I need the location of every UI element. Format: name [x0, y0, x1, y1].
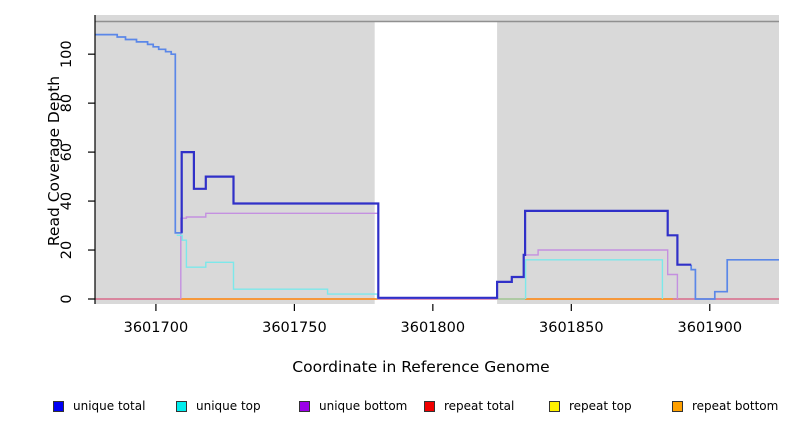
x-tick-label: 3601800	[401, 320, 466, 336]
legend-item-label: unique bottom	[319, 399, 408, 413]
series-total-coverage	[95, 33, 183, 234]
legend-swatch-icon	[549, 400, 560, 412]
legend-item-repeat-bottom: repeat bottom	[672, 399, 778, 413]
legend-swatch-icon	[176, 400, 187, 412]
y-tick-label: 60	[59, 143, 75, 161]
x-tick-label: 3601850	[539, 320, 604, 336]
legend-item-unique-total: unique total	[53, 399, 145, 413]
series-unique-top-left	[176, 234, 379, 299]
legend-swatch-icon	[424, 400, 435, 412]
series-total-coverage-tail	[690, 258, 779, 300]
x-axis-title: Coordinate in Reference Genome	[292, 358, 550, 376]
legend-item-label: repeat bottom	[692, 399, 779, 413]
gap-band	[374, 22, 498, 304]
y-tick-label: 40	[59, 192, 75, 210]
x-tick-label: 3601750	[262, 320, 327, 336]
legend-item-unique-bottom: unique bottom	[299, 399, 407, 413]
legend-swatch-icon	[299, 400, 310, 412]
y-axis-title: Read Coverage Depth	[45, 75, 63, 247]
series-unique-total	[180, 151, 692, 299]
legend-item-label: unique top	[196, 399, 261, 413]
legend-swatch-icon	[53, 400, 64, 412]
coverage-plot-canvas: 0 20 40 60 80 100 3601700 3601750 3601800 3601850…	[59, 15, 779, 336]
legend-item-label: repeat top	[569, 399, 632, 413]
x-tick-label: 3601700	[124, 320, 189, 336]
legend-swatch-icon	[672, 400, 683, 412]
legend-item-unique-top: unique top	[176, 399, 261, 413]
y-tick-label: 100	[59, 40, 75, 68]
legend: unique total unique top unique bottom repea…	[0, 399, 792, 423]
legend-item-repeat-total: repeat total	[424, 399, 514, 413]
legend-item-label: unique total	[73, 399, 146, 413]
legend-item-label: repeat total	[444, 399, 515, 413]
y-tick-label: 0	[59, 294, 75, 303]
y-tick-label: 20	[59, 241, 75, 259]
x-tick-label: 3601900	[678, 320, 743, 336]
y-tick-label: 80	[59, 94, 75, 112]
series-unique-top-right	[524, 259, 664, 299]
legend-item-repeat-top: repeat top	[549, 399, 632, 413]
